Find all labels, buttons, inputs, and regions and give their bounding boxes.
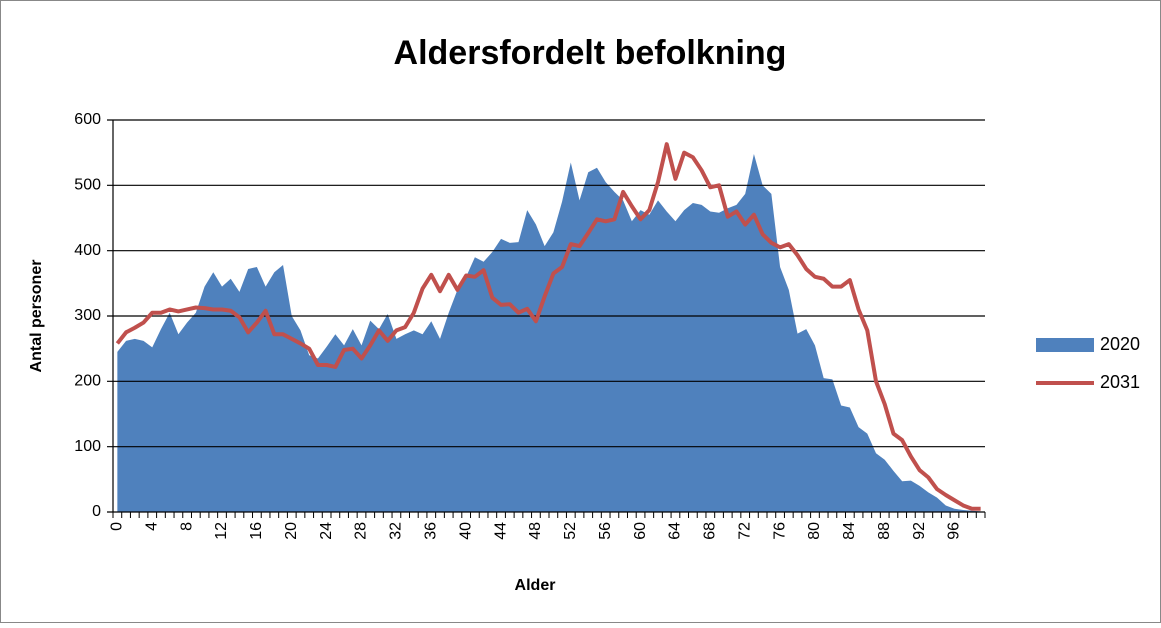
- y-axis-label: Antal personer: [28, 260, 45, 373]
- legend-label: 2020: [1100, 334, 1140, 354]
- x-tick-label: 24: [318, 522, 335, 540]
- legend-swatch: [1036, 338, 1094, 352]
- x-tick-label: 80: [806, 522, 823, 540]
- y-tick-label: 500: [74, 177, 101, 194]
- x-tick-label: 0: [109, 522, 126, 531]
- x-tick-label: 76: [771, 522, 788, 540]
- x-tick-label: 44: [492, 522, 509, 540]
- x-tick-label: 36: [422, 522, 439, 540]
- x-tick-label: 12: [213, 522, 230, 540]
- y-tick-label: 400: [74, 242, 101, 259]
- x-tick-label: 56: [597, 522, 614, 540]
- x-tick-label: 28: [353, 522, 370, 540]
- x-tick-label: 64: [667, 522, 684, 540]
- y-tick-label: 100: [74, 438, 101, 455]
- y-tick-label: 0: [92, 503, 101, 520]
- y-tick-label: 300: [74, 307, 101, 324]
- x-tick-label: 96: [946, 522, 963, 540]
- legend-label: 2031: [1100, 372, 1140, 392]
- area: [117, 153, 981, 512]
- y-tick-label: 200: [74, 373, 101, 390]
- x-axis-label: Alder: [515, 577, 556, 594]
- x-tick-label: 92: [911, 522, 928, 540]
- x-tick-label: 4: [143, 522, 160, 531]
- x-tick-label: 72: [736, 522, 753, 540]
- x-tick-label: 84: [841, 522, 858, 540]
- x-tick-label: 40: [457, 522, 474, 540]
- x-tick-label: 48: [527, 522, 544, 540]
- x-tick-label: 32: [388, 522, 405, 540]
- x-tick-label: 88: [876, 522, 893, 540]
- y-tick-label: 600: [74, 111, 101, 128]
- x-tick-label: 68: [702, 522, 719, 540]
- line: [115, 142, 981, 511]
- chart-title: Aldersfordelt befolkning: [394, 34, 787, 72]
- x-tick-label: 60: [632, 522, 649, 540]
- x-tick-label: 20: [283, 522, 300, 540]
- x-tick-label: 52: [562, 522, 579, 540]
- x-tick-label: 8: [178, 522, 195, 531]
- x-tick-label: 16: [248, 522, 265, 540]
